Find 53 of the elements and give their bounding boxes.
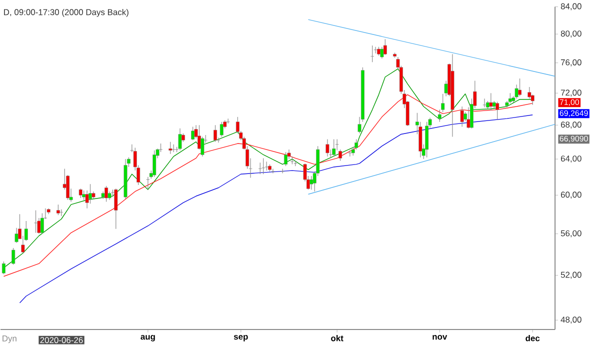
- candlestick: [146, 176, 150, 190]
- x-tick-label: dec: [526, 335, 540, 342]
- y-tick-label: 80,00: [560, 30, 582, 38]
- candlestick: [383, 38, 387, 56]
- candlestick: [489, 92, 493, 111]
- text: 2020-06-26: [40, 337, 83, 344]
- candlestick: [425, 122, 429, 158]
- y-tick-label: 52,00: [560, 272, 582, 279]
- candlestick: [178, 128, 182, 151]
- y-tick-label: 68,00: [560, 122, 582, 129]
- candlestick: [460, 106, 464, 128]
- candlestick: [518, 78, 522, 97]
- candlestick: [326, 139, 330, 157]
- candlestick: [2, 261, 6, 275]
- text: Dyn: [2, 336, 16, 344]
- y-tick-label: 64,00: [560, 156, 582, 163]
- candlestick: [168, 142, 172, 154]
- candlestick: [78, 188, 82, 198]
- y-tick-label: 60,00: [560, 192, 582, 199]
- line-series: [19, 114, 533, 304]
- candlestick: [56, 204, 60, 216]
- candlestick: [284, 152, 288, 167]
- candlestick: [12, 248, 16, 266]
- y-tick-label: 72,00: [560, 90, 582, 97]
- candlestick: [152, 150, 156, 178]
- y-tick-label: 56,00: [560, 230, 582, 238]
- x-tick-label: aug: [140, 335, 155, 342]
- candlestick: [508, 92, 512, 104]
- y-tick-label: 48,00: [560, 316, 582, 324]
- chart-title: D, 09:00-17:30 (2000 Days Back): [4, 9, 128, 17]
- candlestick: [114, 188, 118, 230]
- candlestick: [14, 228, 18, 244]
- candlestick: [332, 139, 336, 157]
- candlestick: [214, 124, 218, 142]
- candlestick: [496, 102, 500, 120]
- x-tick-label: nov: [432, 335, 448, 340]
- candlestick: [34, 210, 38, 234]
- candlestick: [271, 168, 275, 174]
- y-tick-label: 76,00: [560, 59, 582, 66]
- line-series: [3, 94, 533, 277]
- x-tick-label: sep: [234, 335, 248, 342]
- y-tick-label: 84,00: [560, 3, 582, 10]
- candlestick: [310, 176, 314, 190]
- candlestick: [191, 126, 195, 141]
- line-series: [3, 68, 533, 268]
- candlestick: [338, 149, 342, 162]
- candlestick: [220, 122, 224, 138]
- candlestick: [82, 190, 86, 200]
- candlestick: [104, 186, 108, 202]
- candlestick: [466, 107, 470, 129]
- candlestick: [264, 162, 268, 171]
- candlestick: [88, 184, 92, 204]
- x-tick-label: okt: [331, 335, 344, 342]
